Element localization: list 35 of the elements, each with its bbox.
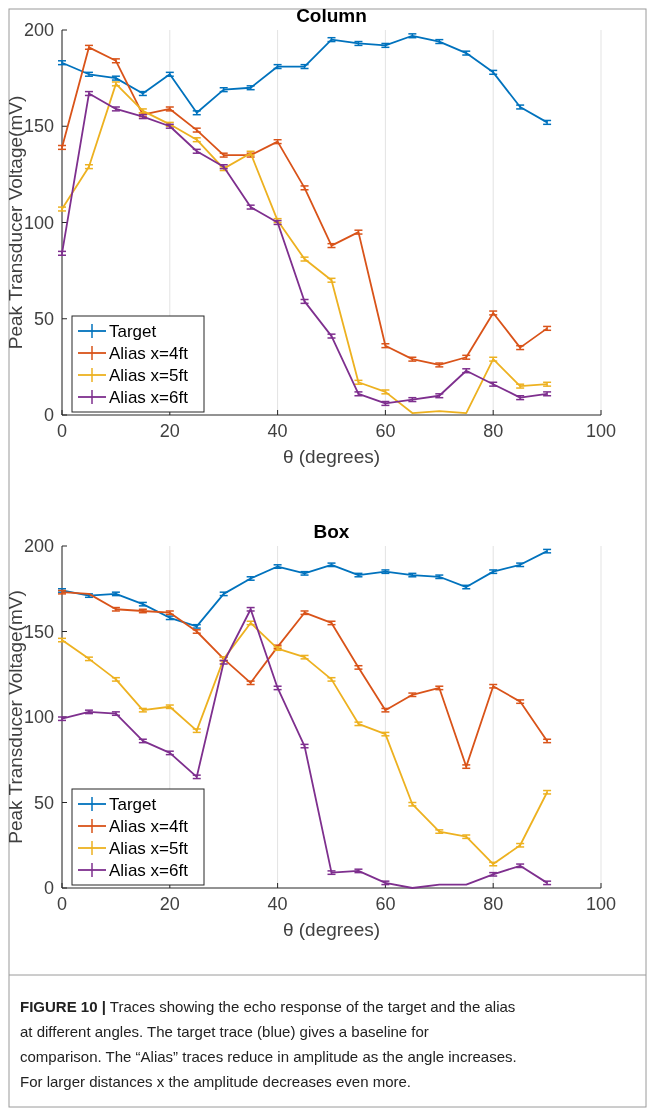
x-tick-label: 20 (159, 894, 180, 914)
x-tick-label: 40 (267, 421, 288, 441)
legend-label: Alias x=5ft (109, 839, 189, 858)
legend-label: Target (109, 795, 157, 814)
x-tick-label: 40 (267, 894, 288, 914)
legend-label: Alias x=4ft (109, 344, 189, 363)
y-tick-label: 200 (23, 536, 54, 556)
x-tick-label: 100 (585, 421, 617, 441)
y-tick-label: 0 (43, 878, 54, 898)
y-tick-label: 0 (43, 405, 54, 425)
x-axis-title: θ (degrees) (282, 446, 381, 467)
x-tick-label: 80 (483, 894, 504, 914)
chart-title: Box (313, 521, 350, 542)
x-tick-label: 0 (56, 421, 68, 441)
chart-title: Column (296, 5, 367, 26)
x-tick-label: 60 (375, 894, 396, 914)
legend-label: Alias x=5ft (109, 366, 189, 385)
y-tick-label: 50 (33, 308, 54, 329)
legend-label: Alias x=4ft (109, 817, 189, 836)
y-tick-label: 100 (23, 707, 54, 727)
y-tick-label: 100 (23, 212, 54, 233)
y-tick-label: 200 (23, 20, 54, 40)
y-tick-label: 50 (33, 792, 54, 813)
x-tick-label: 80 (483, 421, 504, 441)
legend-label: Alias x=6ft (109, 861, 189, 880)
x-tick-label: 0 (56, 894, 68, 914)
x-tick-label: 60 (375, 421, 396, 441)
x-tick-label: 20 (159, 421, 180, 441)
x-tick-label: 100 (585, 894, 617, 914)
legend-label: Alias x=6ft (109, 388, 189, 407)
y-axis-title: Peak Transducer Voltage(mV) (5, 95, 26, 350)
y-axis-title: Peak Transducer Voltage(mV) (5, 590, 26, 844)
legend-label: Target (109, 322, 157, 341)
caption: FIGURE 10 | Traces showing the echo response of the target and the alias at different angles. The target trace (blue) gives a baseline for comparison. The “Alias” traces reduce in amplitude as the angle increases. For larger distances x the amplitude decreases even more. (20, 998, 517, 1090)
x-axis-title: θ (degrees) (282, 919, 381, 940)
